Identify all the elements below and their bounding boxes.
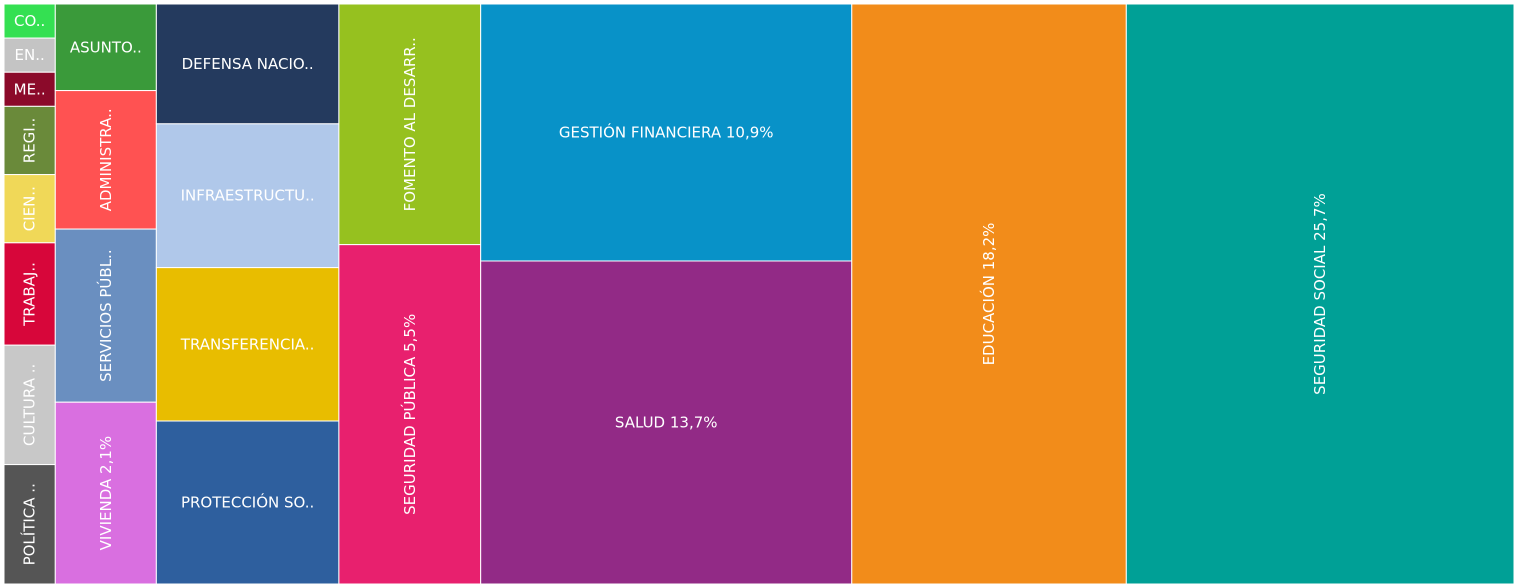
treemap-cell (155, 3, 340, 125)
treemap-cell (3, 464, 56, 585)
cell-name: CO.. (14, 12, 45, 30)
treemap-cell (54, 401, 157, 585)
treemap-cell (480, 3, 853, 262)
cell-name: POLÍTICA .. (19, 483, 38, 565)
cell-label: SEGURIDAD PÚBLICA 5,5% (399, 314, 418, 515)
treemap-cell (3, 242, 56, 346)
cell-value: 2,1% (96, 436, 114, 474)
cell-name: TRABAJ.. (20, 262, 38, 327)
cell-name: SERVICIOS PÚBL.. (95, 249, 114, 382)
cell-name: ME.. (14, 80, 46, 98)
cell-label: SALUD 13,7% (615, 413, 718, 431)
cell-label: CULTURA .. (20, 364, 38, 446)
cell-label: REGI.. (20, 118, 38, 163)
cell-name: CIEN.. (20, 186, 38, 231)
cell-name: TRANSFERENCIA.. (180, 335, 315, 353)
cell-label: SEGURIDAD SOCIAL 25,7% (1311, 193, 1329, 395)
cell-name: CULTURA .. (20, 364, 38, 446)
cell-name: ASUNTO.. (70, 38, 142, 56)
cell-value: 10,9% (726, 123, 774, 141)
treemap-cell (338, 244, 482, 585)
cell-value: 25,7% (1311, 193, 1329, 241)
cell-label: TRABAJ.. (20, 262, 38, 327)
treemap-cell (1125, 3, 1515, 585)
cell-label: EDUCACIÓN 18,2% (979, 223, 998, 366)
cell-name: FOMENTO AL DESARR.. (400, 37, 418, 211)
cell-label: EN.. (15, 46, 45, 64)
treemap-cell (3, 37, 56, 73)
cell-name: SEGURIDAD SOCIAL (1311, 245, 1329, 395)
cell-label: TRANSFERENCIA.. (180, 335, 315, 353)
cell-label: ADMINISTRA.. (96, 108, 114, 211)
treemap-cell (3, 3, 56, 39)
cell-name: SEGURIDAD PÚBLICA (399, 356, 418, 515)
cell-value: 13,7% (670, 413, 718, 431)
cell-name: GESTIÓN FINANCIERA (559, 122, 722, 141)
cell-name: DEFENSA NACIO.. (182, 54, 314, 72)
cell-name: INFRAESTRUCTU.. (181, 186, 315, 204)
cell-name: ADMINISTRA.. (96, 108, 114, 211)
cell-value: 18,2% (980, 223, 998, 271)
cell-name: SALUD (615, 413, 665, 431)
cell-label: VIVIENDA 2,1% (96, 436, 114, 551)
treemap-cell (851, 3, 1127, 585)
treemap-cell (54, 90, 157, 230)
cell-name: REGI.. (20, 118, 38, 163)
cell-name: EN.. (15, 46, 45, 64)
cell-label: CIEN.. (20, 186, 38, 231)
treemap-cell (155, 267, 340, 422)
cell-name: VIVIENDA (96, 478, 114, 550)
cell-label: PROTECCIÓN SO.. (181, 492, 314, 511)
cell-label: ASUNTO.. (70, 38, 142, 56)
cell-name: EDUCACIÓN (979, 275, 998, 365)
cell-label: FOMENTO AL DESARR.. (400, 37, 418, 211)
cell-label: CO.. (14, 12, 45, 30)
treemap-cell (155, 420, 340, 585)
cell-value: 5,5% (400, 314, 418, 352)
cell-name: PROTECCIÓN SO.. (181, 492, 314, 511)
cell-label: POLÍTICA .. (19, 483, 38, 565)
cell-label: INFRAESTRUCTU.. (181, 186, 315, 204)
treemap-cell (480, 260, 853, 585)
cell-label: SERVICIOS PÚBL.. (95, 249, 114, 382)
cell-label: DEFENSA NACIO.. (182, 54, 314, 72)
treemap-cell (338, 3, 482, 246)
treemap-cell (155, 123, 340, 269)
cell-label: GESTIÓN FINANCIERA 10,9% (559, 122, 774, 141)
cell-label: ME.. (14, 80, 46, 98)
